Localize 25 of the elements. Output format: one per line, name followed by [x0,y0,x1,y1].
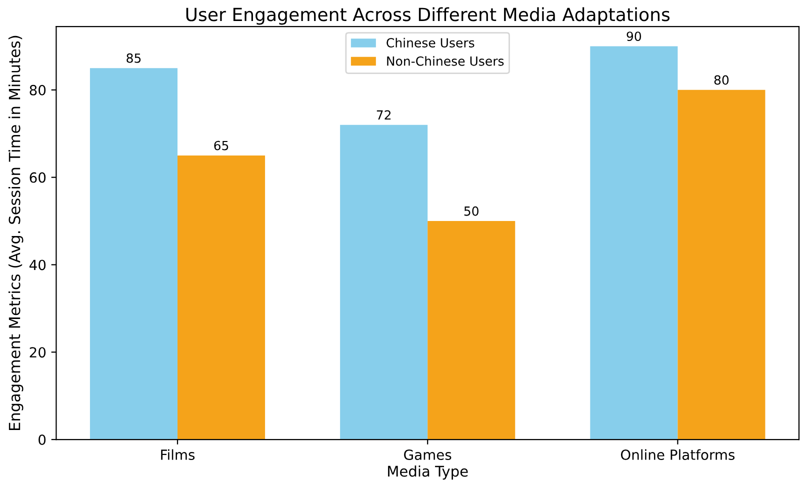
y-tick-label: 20 [30,347,46,358]
data-label: 72 [376,110,391,120]
x-tick-label: Films [161,449,195,460]
x-tick-label: Online Platforms [620,449,735,460]
bar [178,155,266,440]
data-label: 90 [626,32,642,42]
bar [90,68,178,440]
y-tick-label: 40 [29,260,46,270]
chart-title: User Engagement Across Different Media Adaptations [186,7,670,25]
x-tick-label: Games [404,449,452,460]
data-label: 65 [214,140,228,150]
bar [428,221,516,440]
y-tick-label: 80 [30,84,46,96]
legend-label: Chinese Users [386,38,474,48]
bar [678,90,766,440]
data-label: 80 [714,75,729,85]
x-axis-title: Media Type [388,465,468,480]
data-label: 50 [464,206,478,216]
bar [590,46,678,440]
y-tick-label: 60 [30,172,46,183]
data-label: 85 [126,53,141,63]
y-axis-title: Engagement Metrics (Avg. Session Time in Minutes) [8,36,24,430]
legend-label: Non-Chinese Users [387,56,504,66]
y-tick-label: 0 [38,434,46,446]
bar [340,124,428,440]
